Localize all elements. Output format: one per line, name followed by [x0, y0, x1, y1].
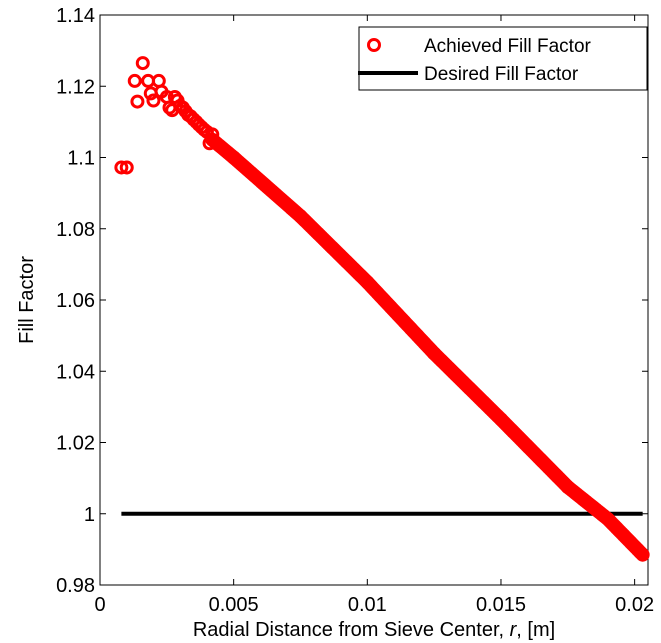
data-point	[130, 94, 145, 109]
x-axis-label-var: r	[510, 619, 518, 641]
axis-ticks: 0 0.005 0.01 0.015 0.02 0.98 1 1.02 1.04 1.06 1.08…	[56, 5, 654, 616]
data-point	[146, 93, 161, 108]
x-axis-label: Radial Distance from Sieve Center, r, [m…	[193, 619, 555, 641]
y-tick-label: 1.1	[67, 148, 95, 170]
x-axis-label-unit: , [m]	[516, 619, 555, 641]
legend-marker-achieved	[367, 38, 381, 52]
x-tick-label: 0	[94, 594, 105, 616]
data-point	[127, 73, 142, 88]
y-tick-label: 1.08	[56, 219, 95, 241]
y-tick-label: 1.12	[56, 76, 95, 98]
legend-label-achieved: Achieved Fill Factor	[424, 36, 592, 57]
x-tick-label: 0.005	[209, 594, 259, 616]
legend-box	[358, 26, 648, 91]
data-point	[635, 547, 650, 562]
legend-label-desired: Desired Fill Factor	[424, 64, 579, 85]
y-tick-label: 1.02	[56, 433, 95, 455]
x-tick-label: 0.015	[476, 594, 526, 616]
data-point	[135, 56, 150, 71]
x-tick-label: 0.02	[615, 594, 654, 616]
y-axis-label: Fill Factor	[16, 256, 38, 344]
x-axis-label-text: Radial Distance from Sieve Center,	[193, 619, 510, 641]
y-tick-label: 1.06	[56, 290, 95, 312]
data-marks	[114, 56, 650, 562]
y-tick-label: 1.04	[56, 361, 95, 383]
data-point	[119, 160, 134, 175]
y-tick-label: 1	[84, 504, 95, 526]
x-tick-label: 0.01	[348, 594, 387, 616]
data-point	[114, 160, 129, 175]
legend: Achieved Fill Factor Desired Fill Factor	[358, 26, 648, 91]
y-tick-label: 1.14	[56, 5, 95, 27]
y-tick-label: 0.98	[56, 575, 95, 597]
